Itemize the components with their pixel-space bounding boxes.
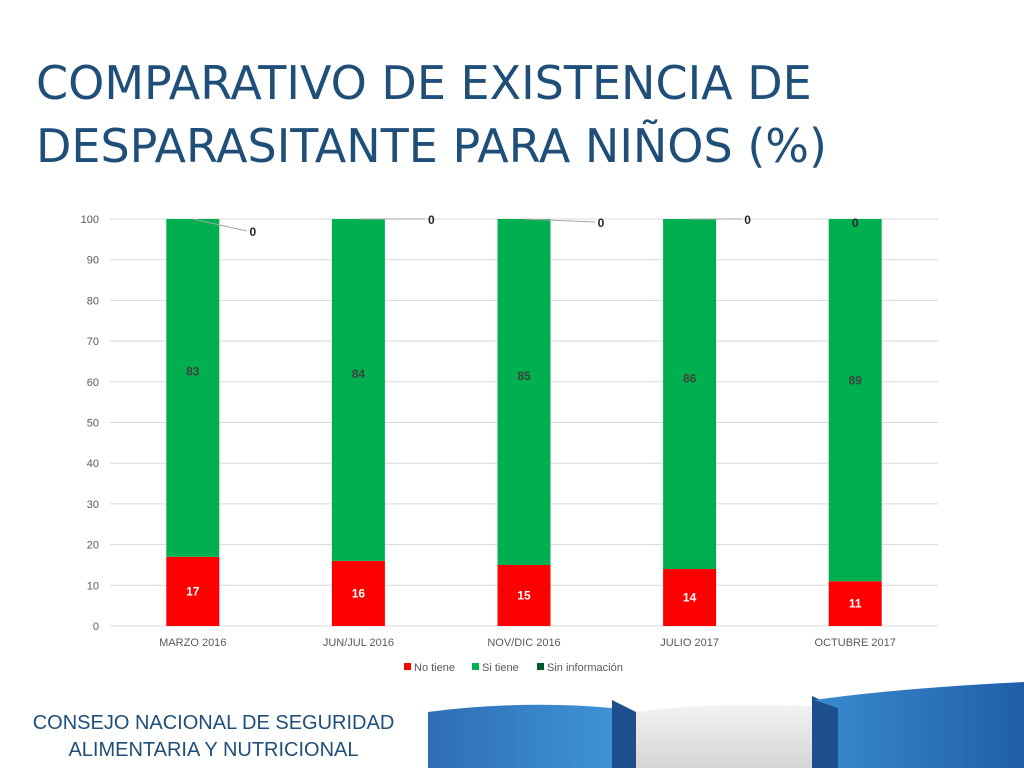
x-axis-ticks: MARZO 2016 JUN/JUL 2016 NOV/DIC 2016 JULIO … <box>159 637 896 649</box>
y-axis-ticks: 0 10 20 30 40 50 60 70 80 90 100 <box>81 214 99 633</box>
label-sin-informacion: 0 <box>598 216 605 230</box>
label-si-tiene: 85 <box>517 369 531 383</box>
y-tick-label: 40 <box>87 458 99 470</box>
y-tick-label: 100 <box>81 214 99 226</box>
footer-line-2: ALIMENTARIA Y NUTRICIONAL <box>68 739 359 761</box>
x-tick-label: NOV/DIC 2016 <box>487 637 560 649</box>
bar-si-tiene <box>663 219 717 570</box>
bar-no-tiene <box>331 560 385 626</box>
y-tick-label: 0 <box>93 621 99 633</box>
y-tick-label: 50 <box>87 418 99 430</box>
y-tick-label: 80 <box>87 295 99 307</box>
label-si-tiene: 84 <box>352 367 366 381</box>
label-no-tiene: 14 <box>683 591 697 605</box>
footer-line-1: CONSEJO NACIONAL DE SEGURIDAD <box>32 712 395 734</box>
legend-label: No tiene <box>414 662 455 674</box>
label-sin-informacion: 0 <box>249 225 256 239</box>
legend-label: Sin información <box>547 662 623 674</box>
organization-footer: CONSEJO NACIONAL DE SEGURIDAD ALIMENTARI… <box>16 710 411 764</box>
x-tick-label: MARZO 2016 <box>159 637 226 649</box>
title-line-1: COMPARATIVO DE EXISTENCIA DE <box>36 56 812 110</box>
label-no-tiene: 17 <box>186 584 200 598</box>
legend-swatch <box>537 663 544 670</box>
bar-si-tiene <box>166 219 220 557</box>
label-sin-informacion: 0 <box>428 213 435 227</box>
legend: No tiene Si tiene Sin información <box>404 662 623 674</box>
x-tick-label: JULIO 2017 <box>660 637 719 649</box>
y-tick-label: 20 <box>87 540 99 552</box>
y-tick-label: 60 <box>87 377 99 389</box>
label-sin-informacion: 0 <box>852 216 859 230</box>
y-tick-label: 90 <box>87 255 99 267</box>
label-no-tiene: 15 <box>517 588 531 602</box>
data-labels: 17 83 0 16 84 0 15 85 0 14 86 0 11 89 0 <box>186 213 862 611</box>
x-tick-label: OCTUBRE 2017 <box>815 637 896 649</box>
y-tick-label: 70 <box>87 336 99 348</box>
legend-swatch <box>472 663 479 670</box>
y-tick-label: 30 <box>87 499 99 511</box>
label-sin-informacion: 0 <box>744 213 751 227</box>
callout-leader-line <box>523 218 596 223</box>
label-no-tiene: 11 <box>849 597 862 611</box>
bar-no-tiene <box>497 564 551 626</box>
legend-swatch <box>404 663 411 670</box>
y-tick-label: 10 <box>87 580 99 592</box>
bar-si-tiene <box>828 219 882 582</box>
bar-si-tiene <box>331 219 385 561</box>
title-line-2: DESPARASITANTE PARA NIÑOS (%) <box>36 119 827 173</box>
label-no-tiene: 16 <box>352 586 366 600</box>
label-si-tiene: 86 <box>683 371 697 385</box>
slide-title: COMPARATIVO DE EXISTENCIA DE DESPARASITA… <box>36 52 996 178</box>
bar-no-tiene <box>828 581 882 626</box>
bar-si-tiene <box>497 219 551 565</box>
label-si-tiene: 89 <box>849 373 863 387</box>
x-tick-label: JUN/JUL 2016 <box>323 637 394 649</box>
callout-leader-line <box>192 218 247 232</box>
bar-no-tiene <box>166 556 220 626</box>
label-si-tiene: 83 <box>186 365 200 379</box>
bar-no-tiene <box>663 569 717 626</box>
legend-label: Si tiene <box>482 662 519 674</box>
bars <box>166 219 882 626</box>
